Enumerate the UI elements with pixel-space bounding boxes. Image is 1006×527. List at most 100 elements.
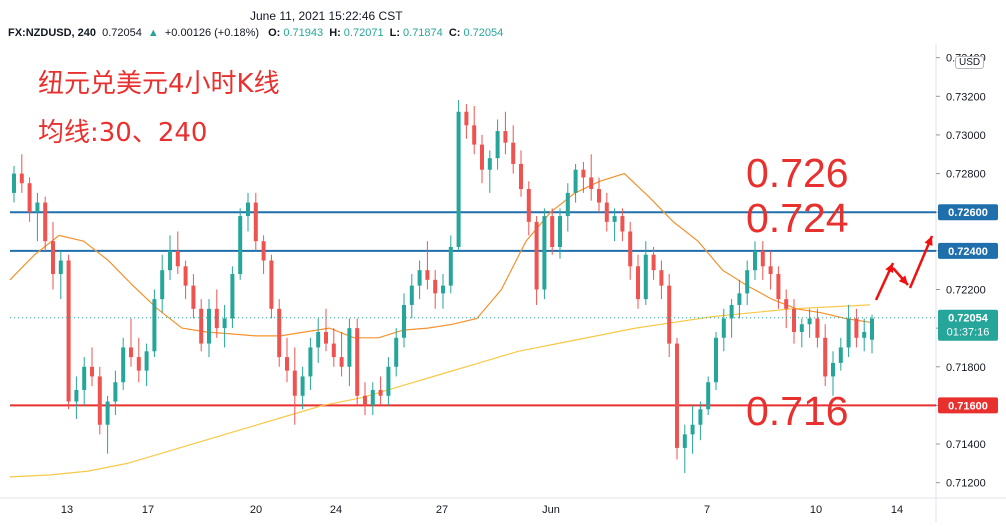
candle-body — [511, 142, 516, 164]
candle-body — [207, 308, 211, 344]
x-tick-label: 27 — [436, 504, 448, 516]
candle-body — [222, 318, 227, 329]
close-value: 0.72054 — [463, 27, 504, 39]
candle-body — [285, 357, 289, 371]
candle-body — [66, 260, 71, 402]
level-price-label-bg — [938, 242, 998, 259]
candle-body — [667, 285, 672, 344]
candle-body — [519, 163, 523, 190]
level-price-label: 0.71600 — [948, 400, 988, 412]
y-tick-label: 0.72200 — [946, 284, 986, 296]
currency-label[interactable]: USD — [955, 56, 985, 69]
annotation-level-724: 0.724 — [746, 195, 849, 241]
candle-body — [316, 331, 321, 348]
candle-body — [269, 260, 274, 309]
candle-body — [300, 376, 305, 396]
candle-body — [651, 254, 656, 271]
candle-body — [862, 331, 867, 338]
high-label: H: — [329, 27, 341, 39]
last-price: 0.72054 — [102, 27, 142, 39]
candle-body — [714, 337, 718, 383]
candle-body — [792, 308, 796, 332]
x-tick-label: 14 — [891, 504, 903, 516]
candle-body — [464, 111, 469, 126]
candle-body — [417, 270, 422, 286]
candle-body — [612, 216, 617, 222]
projection-arrow-down-head — [898, 275, 908, 285]
high-value: 0.72071 — [343, 27, 384, 39]
candle-body — [729, 304, 734, 319]
price-change: +0.00126 (+0.18%) — [164, 27, 260, 39]
candle-body — [51, 241, 55, 275]
open-value: 0.71943 — [283, 27, 324, 39]
candle-body — [456, 111, 461, 247]
candle-body — [152, 299, 157, 352]
ma240-line — [9, 304, 871, 478]
low-label: L: — [389, 27, 401, 39]
candle-body — [230, 274, 235, 319]
candle-body — [870, 318, 874, 340]
candle-body — [682, 434, 687, 448]
candle-body — [565, 192, 570, 217]
candle-body — [363, 395, 367, 406]
candle-body — [253, 202, 258, 242]
open-label: O: — [268, 27, 281, 39]
candle-body — [425, 270, 430, 280]
header-ohlc: FX:NZDUSD, 240 0.72054 ▲ +0.00126 (+0.18… — [8, 27, 506, 39]
y-tick-label: 0.72800 — [946, 169, 986, 181]
candle-body — [753, 250, 757, 271]
projection-arrow-up-1-head — [885, 263, 894, 273]
candle-body — [737, 293, 742, 305]
candle-body — [838, 347, 843, 363]
candle-body — [620, 216, 625, 232]
candle-body — [12, 173, 16, 193]
candle-body — [433, 279, 438, 294]
candle-body — [487, 158, 492, 170]
countdown-label: 01:37:16 — [947, 327, 990, 339]
candle-body — [823, 337, 828, 377]
candle-body — [706, 382, 711, 410]
candle-body — [760, 250, 765, 267]
candle-body — [659, 270, 664, 286]
candle-body — [214, 308, 219, 329]
candle-body — [74, 389, 79, 402]
candle-body — [97, 376, 102, 425]
candle-body — [768, 266, 773, 275]
candle-body — [199, 308, 204, 344]
up-arrow-icon: ▲ — [147, 27, 159, 39]
candle-body — [394, 337, 399, 367]
candle-body — [573, 169, 578, 193]
candle-body — [90, 366, 94, 377]
candle-body — [846, 318, 851, 348]
candle-body — [636, 266, 640, 300]
annotation-level-716: 0.716 — [746, 388, 849, 434]
candle-body — [82, 366, 87, 390]
x-tick-label: 13 — [61, 504, 73, 516]
candle-body — [643, 254, 648, 300]
candle-body — [745, 270, 750, 294]
candle-body — [27, 183, 32, 213]
candle-body — [721, 318, 726, 338]
y-tick-label: 0.71800 — [946, 362, 986, 374]
candle-body — [534, 221, 539, 290]
y-tick-label: 0.71400 — [946, 439, 986, 451]
candle-body — [191, 285, 196, 309]
candle-body — [277, 308, 282, 358]
candle-body — [324, 331, 328, 344]
candle-body — [589, 177, 594, 190]
candle-body — [105, 401, 110, 425]
candle-body — [542, 216, 547, 290]
x-tick-label: 24 — [330, 504, 342, 516]
candle-body — [144, 351, 149, 371]
candle-body — [675, 343, 679, 448]
symbol-label[interactable]: FX:NZDUSD, 240 — [8, 27, 97, 39]
candle-body — [246, 202, 250, 217]
candle-body — [495, 131, 500, 159]
candle-body — [799, 324, 804, 332]
candle-body — [784, 299, 789, 309]
candle-body — [355, 328, 360, 396]
candle-body — [35, 202, 40, 213]
last-price-box — [938, 309, 998, 341]
